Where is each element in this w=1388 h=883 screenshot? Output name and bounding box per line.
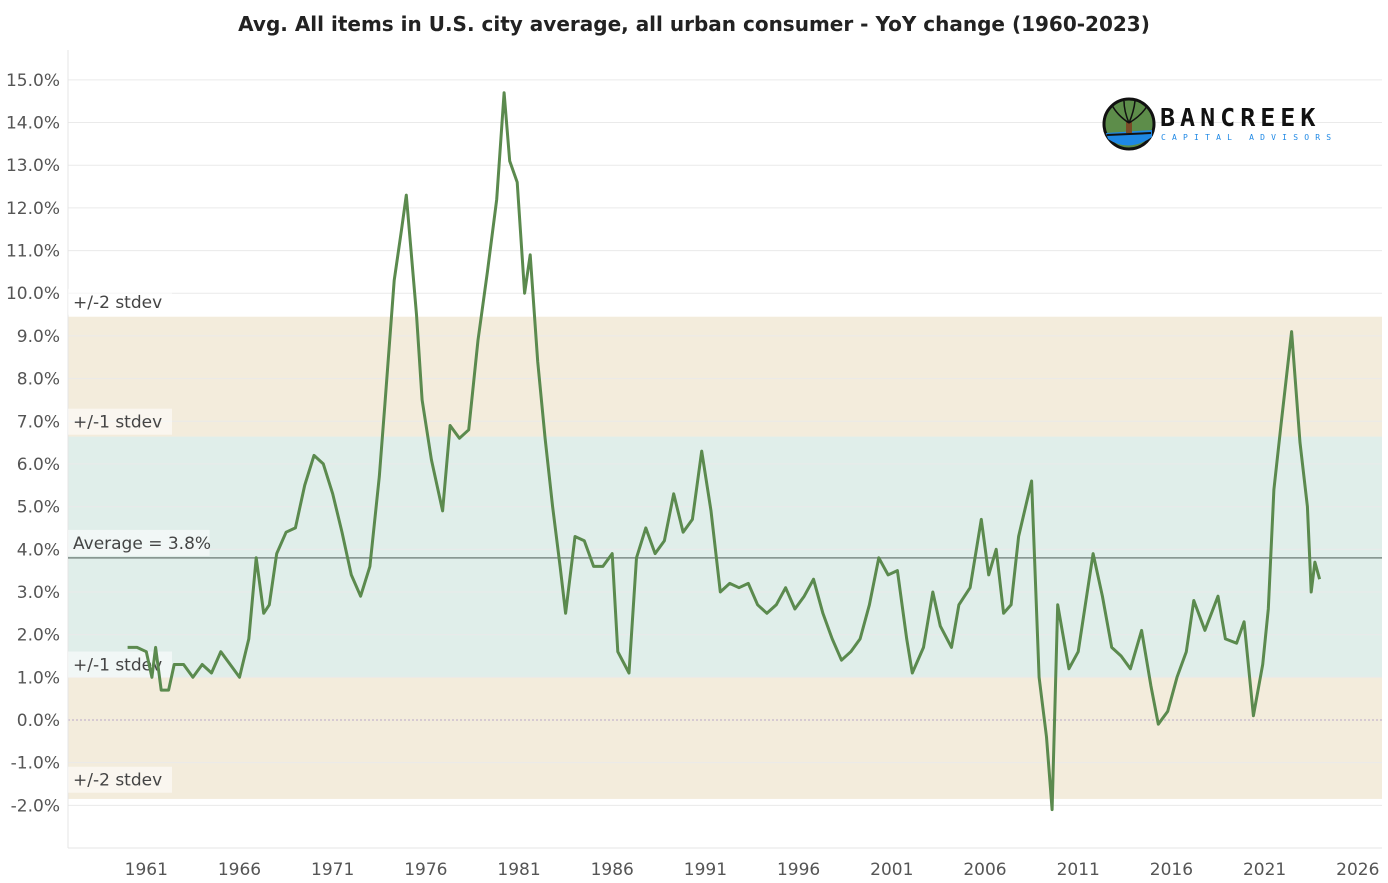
band-label-plus-1-stdev-text: +/-1 stdev: [73, 413, 162, 433]
x-tick-label: 2006: [963, 860, 1006, 880]
y-tick-label: 11.0%: [6, 242, 60, 262]
x-tick-label: 2026: [1336, 860, 1379, 880]
band-label-minus-2-stdev: +/-2 stdev: [68, 766, 172, 793]
band-label-minus-2-stdev-bg: [68, 766, 172, 793]
band-label-minus-1-stdev-text: +/-1 stdev: [73, 656, 162, 676]
x-tick-label: 1976: [404, 860, 447, 880]
average-label-bg: [68, 529, 210, 556]
y-tick-label: 13.0%: [6, 156, 60, 176]
x-tick-label: 1961: [125, 860, 168, 880]
y-tick-label: 14.0%: [6, 114, 60, 134]
band-label-minus-2-stdev-text: +/-2 stdev: [73, 771, 162, 791]
y-tick-label: 6.0%: [17, 455, 60, 475]
y-tick-label: 0.0%: [17, 711, 60, 731]
band-label-plus-2-stdev: +/-2 stdev: [68, 288, 172, 315]
x-tick-label: 1971: [311, 860, 354, 880]
y-tick-label: 7.0%: [17, 412, 60, 432]
cpi-yoy-line: [127, 91, 1322, 812]
y-tick-label: -1.0%: [11, 754, 60, 774]
y-tick-label: 10.0%: [6, 284, 60, 304]
y-tick-label: 5.0%: [17, 498, 60, 518]
x-tick-label: 1996: [777, 860, 820, 880]
x-tick-label: 1966: [218, 860, 261, 880]
average-label: Average = 3.8%: [68, 529, 211, 556]
y-tick-label: 4.0%: [17, 540, 60, 560]
y-tick-label: 9.0%: [17, 327, 60, 347]
y-tick-label: 12.0%: [6, 199, 60, 219]
band-label-plus-1-stdev-bg: [68, 408, 172, 435]
x-tick-label: 1981: [497, 860, 540, 880]
band-label-plus-2-stdev-text: +/-2 stdev: [73, 293, 162, 313]
x-tick-label: 2021: [1243, 860, 1286, 880]
stdev-band-2: [68, 436, 1382, 678]
y-tick-label: 2.0%: [17, 626, 60, 646]
y-tick-label: 3.0%: [17, 583, 60, 603]
logo-name: BANCREEK: [1160, 103, 1321, 132]
average-label-text: Average = 3.8%: [73, 534, 211, 554]
x-tick-label: 2011: [1057, 860, 1100, 880]
logo-subtitle: CAPITAL ADVISORS: [1161, 133, 1338, 142]
band-label-plus-1-stdev: +/-1 stdev: [68, 408, 172, 435]
y-tick-label: 1.0%: [17, 668, 60, 688]
y-tick-label: -2.0%: [11, 796, 60, 816]
bancreek-logo-icon: [1102, 97, 1156, 151]
chart-title: Avg. All items in U.S. city average, all…: [238, 12, 1150, 36]
band-label-plus-2-stdev-bg: [68, 288, 172, 315]
y-tick-label: 15.0%: [6, 71, 60, 91]
x-tick-label: 2001: [870, 860, 913, 880]
x-tick-label: 1991: [684, 860, 727, 880]
y-tick-label: 8.0%: [17, 370, 60, 390]
x-tick-label: 2016: [1150, 860, 1193, 880]
x-tick-label: 1986: [591, 860, 634, 880]
